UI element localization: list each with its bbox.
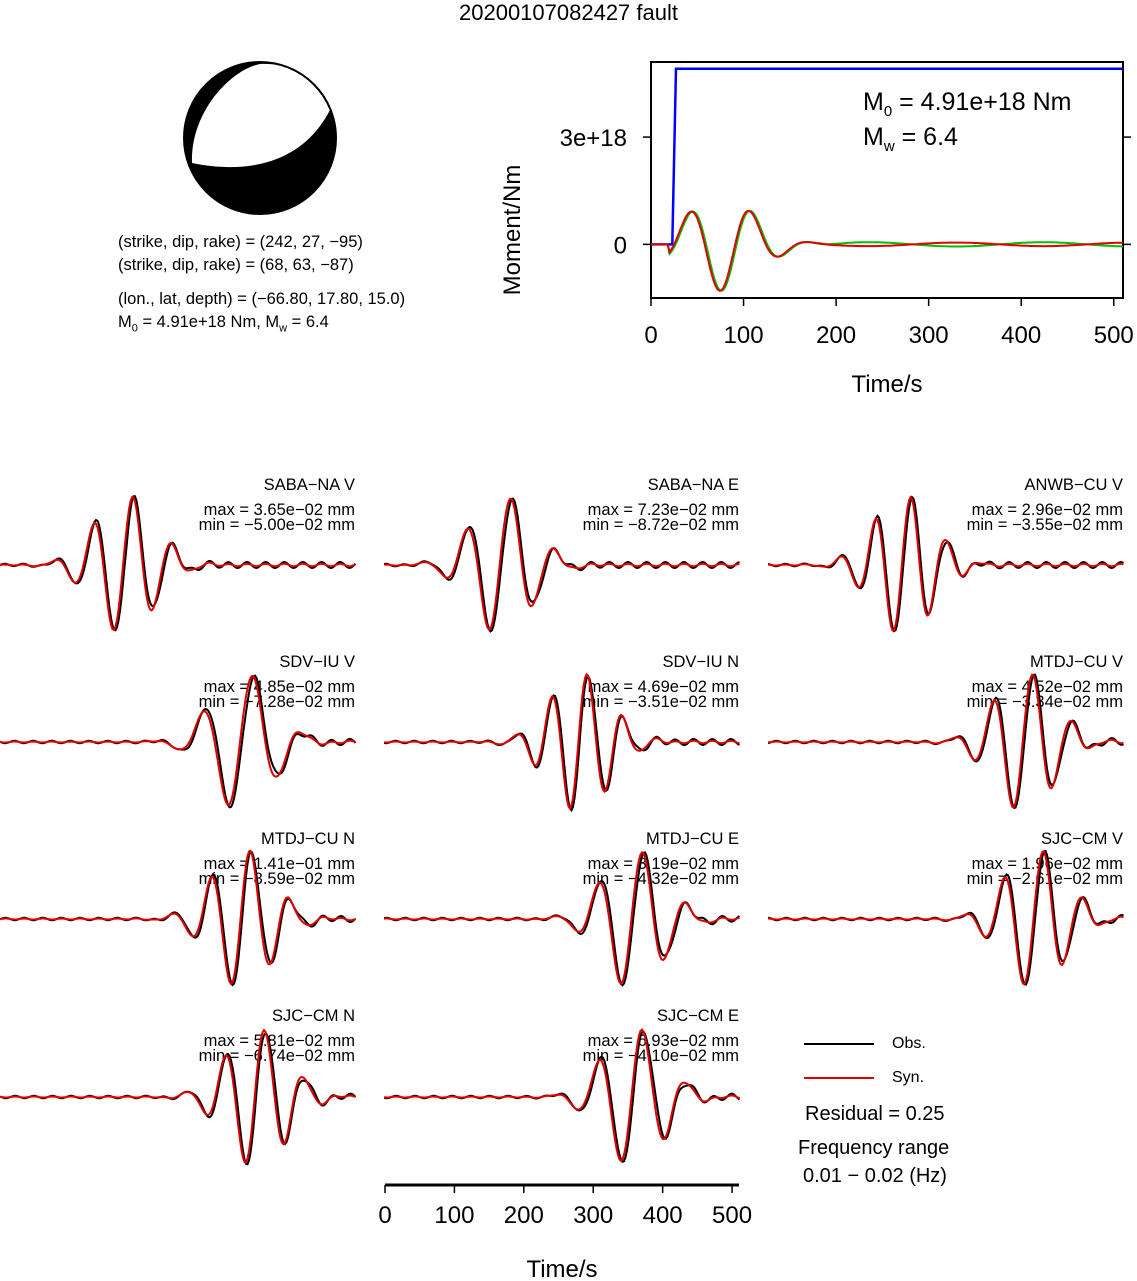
- synthetic-trace: [0, 1028, 356, 1164]
- station-name: SJC−CM V: [1040, 830, 1123, 848]
- station-max: max = 4.85e−02 mm: [203, 678, 355, 696]
- waveform-trace: [0, 674, 356, 809]
- synthetic-trace: [0, 496, 356, 632]
- synthetic-trace: [384, 497, 740, 631]
- synthetic-trace: [384, 1028, 740, 1163]
- waveform-trace: [384, 1028, 740, 1164]
- waveform-trace: [384, 672, 740, 813]
- station-max: max = 2.96e−02 mm: [971, 501, 1123, 519]
- station-name: SJC−CM N: [272, 1007, 355, 1025]
- moment-rate-a-line: [651, 209, 1123, 292]
- moment-plot-frame: [650, 61, 1124, 299]
- moment-ytick-label: 3e+18: [560, 125, 627, 152]
- moment-xtick-label: 400: [1001, 322, 1041, 349]
- bottom-xtick-label: 0: [378, 1202, 391, 1229]
- station-name: MTDJ−CU V: [1029, 653, 1123, 671]
- synthetic-trace: [384, 672, 740, 811]
- waveform-trace: [0, 849, 356, 987]
- station-min: min = −8.72e−02 mm: [582, 516, 739, 534]
- bottom-xtick-label: 200: [504, 1202, 544, 1229]
- bottom-xtick-label: 400: [643, 1202, 683, 1229]
- station-min: min = −4.10e−02 mm: [582, 1047, 739, 1065]
- mechanism-line-2: (strike, dip, rake) = (68, 63, −87): [118, 256, 354, 274]
- observed-trace: [0, 850, 356, 987]
- waveform-trace: [384, 497, 740, 633]
- bottom-xtick-label: 500: [712, 1202, 752, 1229]
- station-max: max = 1.41e−01 mm: [203, 855, 355, 873]
- frequency-value: 0.01 − 0.02 (Hz): [803, 1165, 947, 1187]
- station-name: ANWB−CU V: [1024, 476, 1123, 494]
- station-max: max = 4.69e−02 mm: [587, 678, 739, 696]
- synthetic-trace: [768, 495, 1124, 632]
- synthetic-trace: [768, 673, 1124, 808]
- synthetic-trace: [0, 849, 356, 986]
- station-name: MTDJ−CU E: [645, 830, 739, 848]
- moment-xlabel: Time/s: [851, 371, 922, 398]
- waveform-trace: [0, 495, 356, 632]
- moment-xtick-label: 300: [909, 322, 949, 349]
- frequency-title: Frequency range: [798, 1137, 950, 1159]
- station-name: SABA−NA V: [263, 476, 355, 494]
- station-max: max = 6.93e−02 mm: [587, 1032, 739, 1050]
- station-max: max = 3.65e−02 mm: [203, 501, 355, 519]
- station-name: SDV−IU V: [279, 653, 355, 671]
- legend-obs-label: Obs.: [892, 1035, 926, 1052]
- moment-annot-mw: Mw = 6.4: [863, 123, 958, 155]
- waveform-trace: [768, 849, 1124, 986]
- figure-title: 20200107082427 fault: [459, 0, 678, 25]
- moment-xtick-label: 500: [1094, 322, 1134, 349]
- bottom-xlabel: Time/s: [526, 1256, 597, 1281]
- station-min: min = −5.00e−02 mm: [198, 516, 355, 534]
- waveform-trace: [384, 851, 740, 987]
- mechanism-line-1: (strike, dip, rake) = (242, 27, −95): [118, 233, 363, 251]
- station-name: SABA−NA E: [647, 476, 739, 494]
- station-max: max = 3.19e−02 mm: [587, 855, 739, 873]
- moment-annot-m0: M0 = 4.91e+18 Nm: [863, 88, 1071, 120]
- synthetic-trace: [384, 851, 740, 986]
- station-min: min = −3.34e−02 mm: [966, 693, 1123, 711]
- moment-xtick-label: 200: [816, 322, 856, 349]
- legend-syn-label: Syn.: [892, 1069, 925, 1086]
- station-name: SDV−IU N: [662, 653, 739, 671]
- station-max: max = 5.81e−02 mm: [203, 1032, 355, 1050]
- station-max: max = 7.23e−02 mm: [587, 501, 739, 519]
- moment-xtick-label: 0: [644, 322, 657, 349]
- bottom-xtick-label: 100: [434, 1202, 474, 1229]
- station-name: SJC−CM E: [656, 1007, 739, 1025]
- waveform-trace: [768, 673, 1124, 810]
- waveform-trace: [768, 495, 1124, 633]
- residual-text: Residual = 0.25: [805, 1103, 945, 1125]
- station-min: min = −4.32e−02 mm: [582, 870, 739, 888]
- station-min: min = −6.74e−02 mm: [198, 1047, 355, 1065]
- observed-trace: [0, 1031, 356, 1166]
- synthetic-trace: [0, 674, 356, 807]
- legend: [804, 1043, 874, 1079]
- station-min: min = −3.51e−02 mm: [582, 693, 739, 711]
- moment-xtick-label: 100: [724, 322, 764, 349]
- station-min: min = −7.28e−02 mm: [198, 693, 355, 711]
- moment-ytick-label: 0: [614, 232, 627, 259]
- station-min: min = −3.55e−02 mm: [966, 516, 1123, 534]
- station-name: MTDJ−CU N: [261, 830, 355, 848]
- moment-ylabel: Moment/Nm: [499, 165, 526, 296]
- bottom-time-axis: 0 100 200 300 400 500 Time/s: [378, 1183, 752, 1281]
- synthetic-trace: [768, 850, 1124, 986]
- mechanism-line-3: (lon., lat, depth) = (−66.80, 17.80, 15.…: [118, 290, 406, 308]
- bottom-xtick-label: 300: [573, 1202, 613, 1229]
- waveform-trace: [0, 1028, 356, 1166]
- moment-rate-b-line: [651, 209, 1124, 292]
- station-max: max = 4.52e−02 mm: [971, 678, 1123, 696]
- station-min: min = −8.59e−02 mm: [198, 870, 355, 888]
- mechanism-line-4: M0 = 4.91e+18 Nm, Mw = 6.4: [118, 313, 329, 335]
- beachball-icon: [183, 61, 337, 215]
